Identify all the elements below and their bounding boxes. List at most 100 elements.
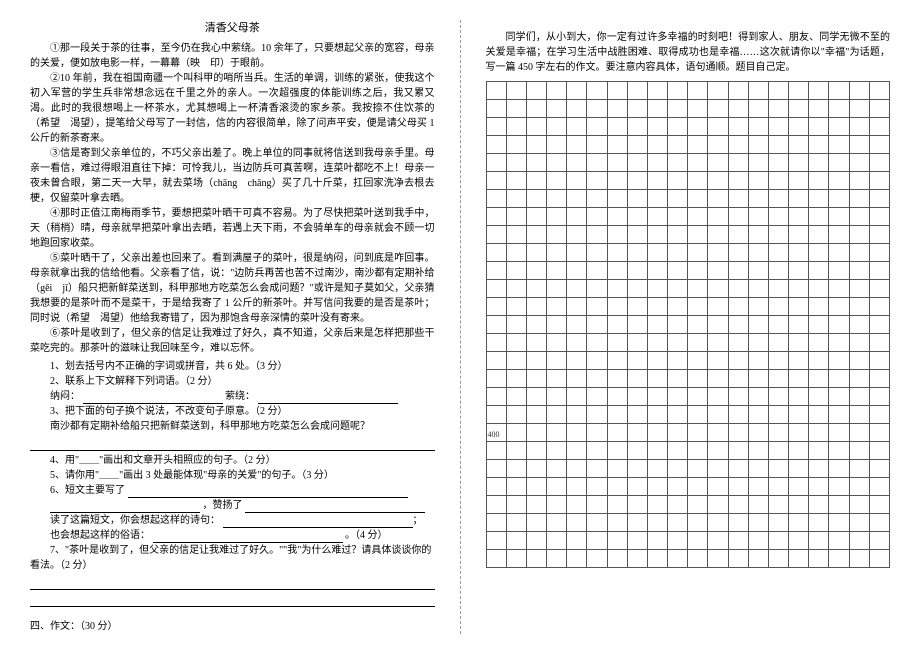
grid-cell[interactable] <box>647 442 667 460</box>
grid-cell[interactable] <box>789 388 809 406</box>
grid-cell[interactable] <box>789 172 809 190</box>
grid-cell[interactable] <box>647 478 667 496</box>
grid-cell[interactable] <box>768 82 788 100</box>
grid-cell[interactable] <box>688 208 708 226</box>
grid-cell[interactable] <box>607 154 627 172</box>
grid-cell[interactable] <box>607 118 627 136</box>
grid-cell[interactable] <box>789 298 809 316</box>
grid-cell[interactable] <box>627 208 647 226</box>
grid-cell[interactable] <box>869 370 889 388</box>
grid-cell[interactable] <box>627 136 647 154</box>
grid-cell[interactable] <box>748 514 768 532</box>
grid-cell[interactable] <box>748 532 768 550</box>
grid-cell[interactable] <box>668 82 688 100</box>
grid-cell[interactable] <box>587 82 607 100</box>
grid-cell[interactable] <box>809 172 829 190</box>
grid-cell[interactable] <box>486 298 506 316</box>
grid-cell[interactable] <box>809 262 829 280</box>
grid-cell[interactable] <box>728 370 748 388</box>
grid-cell[interactable] <box>587 298 607 316</box>
grid-cell[interactable] <box>869 136 889 154</box>
grid-cell[interactable] <box>728 172 748 190</box>
grid-cell[interactable] <box>668 442 688 460</box>
grid-cell[interactable] <box>668 370 688 388</box>
grid-cell[interactable] <box>587 550 607 568</box>
grid-cell[interactable] <box>607 532 627 550</box>
grid-cell[interactable] <box>627 424 647 442</box>
grid-cell[interactable] <box>486 532 506 550</box>
grid-cell[interactable] <box>486 244 506 262</box>
grid-cell[interactable] <box>728 316 748 334</box>
grid-cell[interactable] <box>547 154 567 172</box>
grid-cell[interactable] <box>607 82 627 100</box>
grid-cell[interactable] <box>809 478 829 496</box>
grid-cell[interactable] <box>668 298 688 316</box>
grid-cell[interactable] <box>688 496 708 514</box>
grid-cell[interactable] <box>526 262 546 280</box>
grid-cell[interactable] <box>829 100 849 118</box>
grid-cell[interactable] <box>708 478 728 496</box>
grid-cell[interactable] <box>627 118 647 136</box>
grid-cell[interactable] <box>708 352 728 370</box>
grid-cell[interactable] <box>809 316 829 334</box>
grid-cell[interactable] <box>547 136 567 154</box>
grid-cell[interactable] <box>547 496 567 514</box>
grid-cell[interactable] <box>809 244 829 262</box>
grid-cell[interactable] <box>748 388 768 406</box>
grid-cell[interactable] <box>768 316 788 334</box>
grid-cell[interactable] <box>728 100 748 118</box>
grid-cell[interactable] <box>587 154 607 172</box>
grid-cell[interactable] <box>607 298 627 316</box>
grid-cell[interactable] <box>809 136 829 154</box>
grid-cell[interactable] <box>547 334 567 352</box>
grid-cell[interactable] <box>708 298 728 316</box>
grid-cell[interactable] <box>829 262 849 280</box>
grid-cell[interactable] <box>647 226 667 244</box>
grid-cell[interactable] <box>708 208 728 226</box>
grid-cell[interactable] <box>748 496 768 514</box>
grid-cell[interactable] <box>728 244 748 262</box>
grid-cell[interactable] <box>708 172 728 190</box>
grid-cell[interactable] <box>668 334 688 352</box>
grid-cell[interactable] <box>869 424 889 442</box>
grid-cell[interactable] <box>869 190 889 208</box>
grid-cell[interactable] <box>789 370 809 388</box>
grid-cell[interactable] <box>869 334 889 352</box>
grid-cell[interactable] <box>526 532 546 550</box>
grid-cell[interactable] <box>829 208 849 226</box>
grid-cell[interactable] <box>829 226 849 244</box>
grid-cell[interactable] <box>647 208 667 226</box>
grid-cell[interactable] <box>728 190 748 208</box>
grid-cell[interactable] <box>647 280 667 298</box>
grid-cell[interactable] <box>547 172 567 190</box>
grid-cell[interactable] <box>668 172 688 190</box>
grid-cell[interactable] <box>748 82 768 100</box>
answer-line-q3[interactable] <box>30 436 435 451</box>
grid-cell[interactable] <box>526 172 546 190</box>
grid-cell[interactable] <box>506 514 526 532</box>
grid-cell[interactable] <box>567 226 587 244</box>
grid-cell[interactable] <box>668 280 688 298</box>
grid-cell[interactable] <box>506 442 526 460</box>
grid-cell[interactable] <box>627 442 647 460</box>
grid-cell[interactable] <box>829 496 849 514</box>
grid-cell[interactable] <box>869 514 889 532</box>
grid-cell[interactable] <box>789 442 809 460</box>
grid-cell[interactable] <box>627 514 647 532</box>
grid-cell[interactable] <box>688 136 708 154</box>
grid-cell[interactable] <box>829 136 849 154</box>
grid-cell[interactable] <box>587 316 607 334</box>
grid-cell[interactable] <box>567 442 587 460</box>
grid-cell[interactable] <box>587 100 607 118</box>
grid-cell[interactable] <box>688 316 708 334</box>
grid-cell[interactable] <box>688 442 708 460</box>
grid-cell[interactable] <box>547 424 567 442</box>
grid-cell[interactable] <box>627 316 647 334</box>
grid-cell[interactable] <box>587 352 607 370</box>
grid-cell[interactable] <box>809 82 829 100</box>
grid-cell[interactable] <box>587 514 607 532</box>
grid-cell[interactable] <box>526 550 546 568</box>
grid-cell[interactable] <box>668 352 688 370</box>
grid-cell[interactable] <box>647 136 667 154</box>
grid-cell[interactable] <box>587 478 607 496</box>
